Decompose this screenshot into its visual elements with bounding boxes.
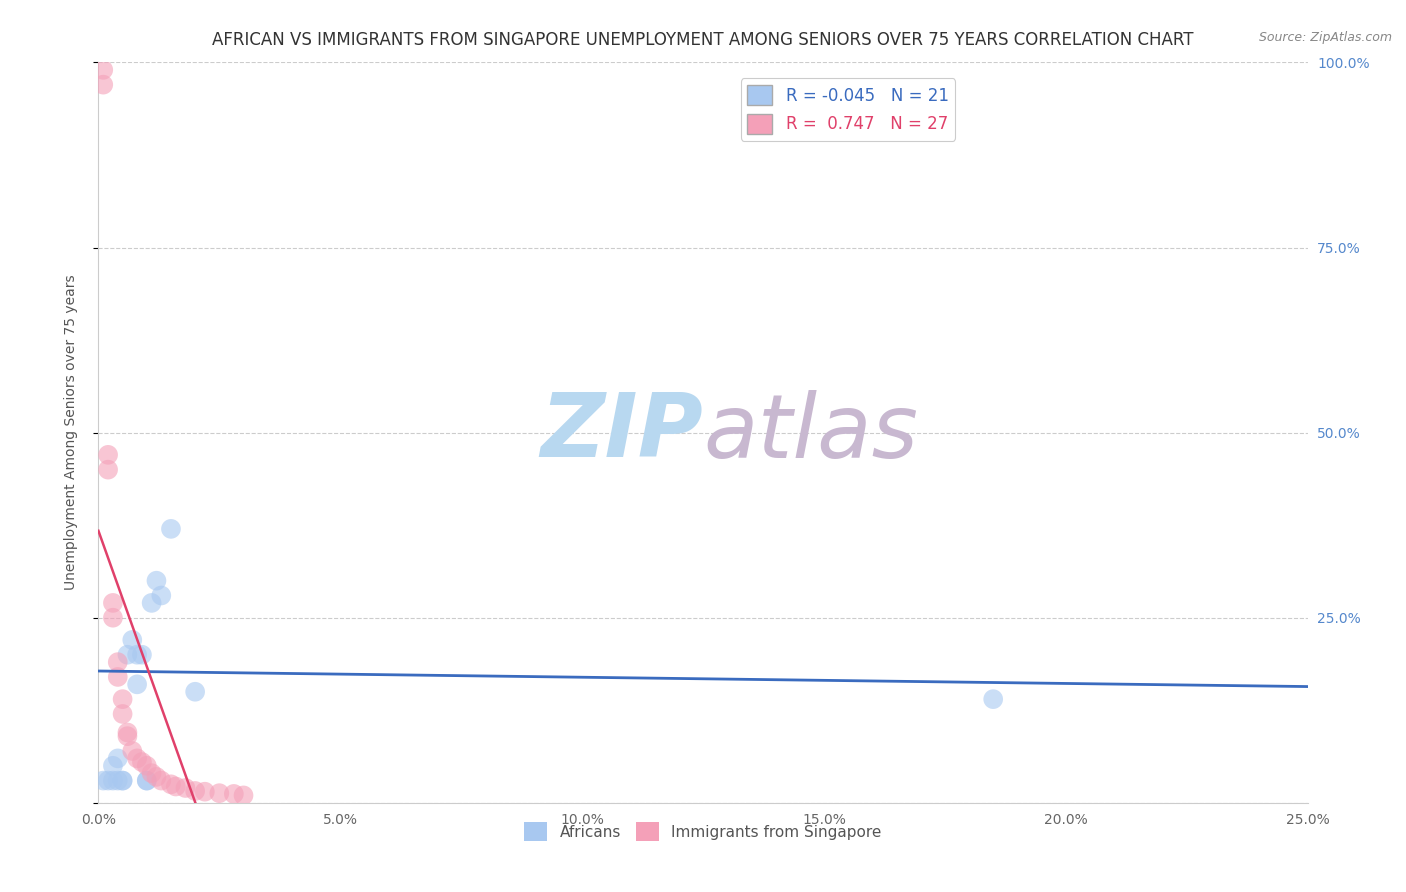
Point (101, 773, 124, 788)
Point (208, 786, 231, 800)
Point (127, 648, 149, 662)
Point (131, 755, 153, 769)
Point (150, 773, 173, 788)
Point (91, 78, 114, 92)
Text: Source: ZipAtlas.com: Source: ZipAtlas.com (1258, 31, 1392, 45)
Point (97, 448, 120, 462)
Point (111, 773, 134, 788)
Point (141, 596, 163, 610)
Point (107, 751, 129, 765)
Point (91, 773, 114, 788)
Text: atlas: atlas (703, 390, 918, 475)
Point (107, 670, 129, 684)
Point (232, 789, 254, 803)
Point (97, 773, 120, 788)
Point (107, 773, 129, 788)
Point (165, 780, 187, 794)
Text: AFRICAN VS IMMIGRANTS FROM SINGAPORE UNEMPLOYMENT AMONG SENIORS OVER 75 YEARS CO: AFRICAN VS IMMIGRANTS FROM SINGAPORE UNE… (212, 31, 1194, 49)
Point (184, 784, 207, 798)
Point (145, 574, 167, 588)
Point (97, 462, 120, 476)
Point (117, 729, 139, 743)
Point (981, 692, 1004, 706)
Point (135, 773, 157, 788)
Point (131, 648, 153, 662)
Point (91, 62, 114, 77)
Point (117, 725, 139, 739)
Point (135, 773, 157, 788)
Legend: Africans, Immigrants from Singapore: Africans, Immigrants from Singapore (519, 816, 887, 847)
Point (194, 785, 217, 799)
Point (184, 685, 207, 699)
Point (121, 744, 143, 758)
Point (101, 758, 124, 772)
Y-axis label: Unemployment Among Seniors over 75 years: Unemployment Among Seniors over 75 years (63, 275, 77, 591)
Point (111, 692, 134, 706)
Point (160, 777, 183, 791)
Point (101, 596, 124, 610)
Text: ZIP: ZIP (540, 389, 703, 476)
Point (121, 632, 143, 647)
Point (160, 522, 183, 536)
Point (141, 766, 163, 780)
Point (127, 751, 149, 765)
Point (127, 677, 149, 691)
Point (111, 706, 134, 721)
Point (101, 610, 124, 624)
Point (145, 770, 167, 784)
Point (107, 655, 129, 669)
Point (135, 758, 157, 772)
Point (222, 787, 245, 801)
Point (150, 589, 173, 603)
Point (117, 648, 139, 662)
Point (111, 773, 134, 788)
Point (174, 780, 197, 795)
